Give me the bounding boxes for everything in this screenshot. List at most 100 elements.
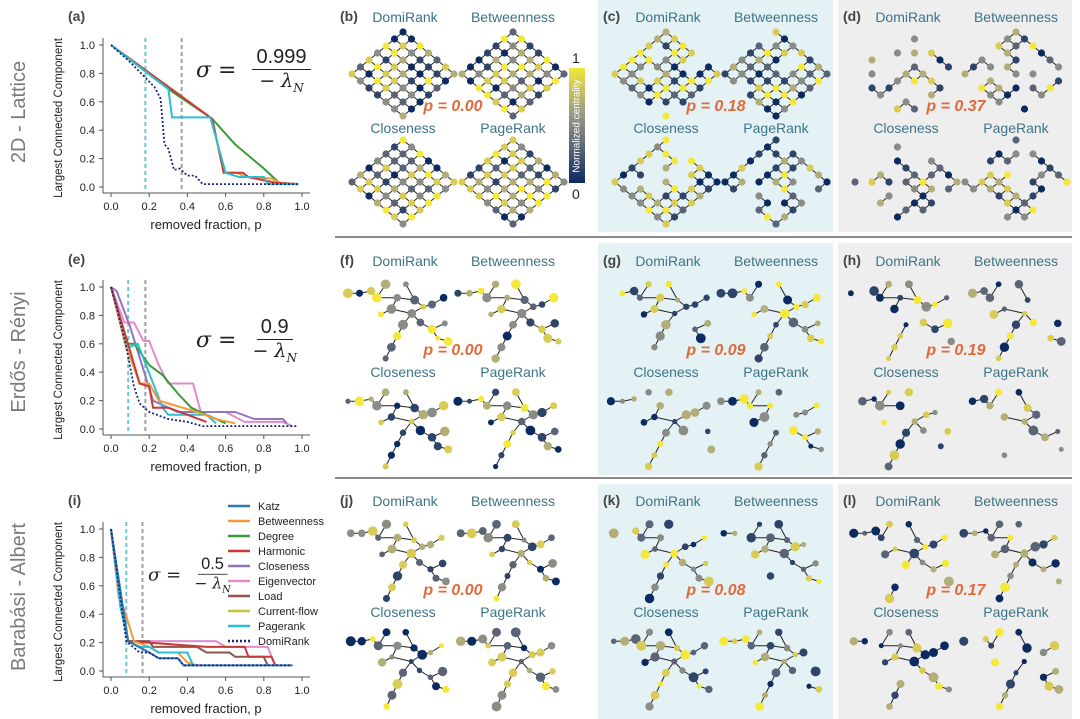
network-node	[640, 419, 648, 426]
network-node	[543, 333, 553, 343]
network-node	[780, 157, 789, 165]
network-node	[893, 105, 902, 113]
network-node	[477, 287, 485, 295]
panel-letter-i: (i)	[68, 492, 82, 508]
network-node	[767, 402, 774, 409]
network-node	[482, 401, 491, 410]
network-node	[871, 396, 877, 402]
network-node	[497, 583, 507, 592]
network-node	[800, 566, 807, 572]
network-node	[801, 409, 809, 416]
network-node	[407, 157, 416, 165]
network-node	[763, 63, 772, 71]
legend-label: Degree	[258, 531, 294, 543]
network-node	[679, 192, 687, 200]
network-node	[441, 320, 448, 327]
network-node	[910, 171, 919, 179]
network-node	[789, 192, 797, 200]
network-node	[760, 652, 770, 662]
network-node	[808, 443, 814, 449]
network-node	[517, 417, 526, 426]
network-node	[645, 42, 653, 50]
network-node	[1046, 164, 1054, 172]
network-node	[373, 199, 382, 207]
network-node	[662, 136, 670, 144]
network-node	[670, 213, 679, 221]
network-node	[1003, 213, 1012, 221]
network-node	[813, 402, 820, 409]
network-node	[797, 157, 806, 165]
network-node	[772, 112, 780, 120]
network-node	[1000, 413, 1009, 421]
network-node	[702, 668, 709, 675]
sigma-subscript: N	[286, 350, 297, 365]
network-graph-domirank	[342, 279, 453, 362]
network-node	[1056, 336, 1066, 346]
network-node	[521, 537, 527, 543]
network-node	[611, 178, 619, 186]
network-node	[967, 288, 978, 298]
network-node	[509, 320, 517, 329]
network-node	[645, 98, 653, 106]
network-node	[509, 28, 517, 36]
x-tick-label: 1.0	[294, 201, 309, 213]
network-node	[783, 644, 791, 652]
network-node	[399, 70, 407, 78]
x-tick-label: 0.6	[218, 685, 233, 697]
network-node	[738, 178, 746, 186]
network-node	[550, 319, 560, 328]
network-node	[439, 293, 448, 302]
network-node	[932, 409, 938, 416]
network-node	[901, 560, 911, 570]
network-node	[406, 548, 417, 559]
network-node	[763, 49, 772, 57]
network-node	[368, 396, 374, 402]
network-node	[716, 288, 726, 298]
network-node	[418, 409, 429, 420]
network-node	[500, 77, 509, 85]
panel-letter-e: (e)	[68, 251, 86, 267]
network-node	[876, 91, 885, 99]
network-node	[511, 279, 521, 290]
network-node	[383, 703, 390, 710]
panel-letter-a: (a)	[68, 8, 86, 24]
network-node	[815, 686, 823, 693]
network-node	[978, 84, 986, 92]
network-graph-domirank	[608, 519, 714, 604]
network-node	[528, 651, 536, 659]
network-node	[1063, 178, 1071, 186]
network-node	[851, 178, 859, 186]
network-node	[483, 171, 492, 179]
network-node	[382, 206, 390, 214]
network-node	[849, 637, 858, 646]
network-node	[1041, 433, 1049, 442]
network-node	[978, 178, 986, 186]
network-node	[985, 293, 995, 303]
network-node	[653, 213, 662, 221]
network-node	[497, 304, 506, 314]
legend-label: Betweenness	[258, 516, 325, 528]
network-node	[729, 185, 738, 193]
network-node	[608, 528, 619, 539]
network-node	[947, 337, 955, 346]
network-node	[356, 185, 365, 193]
network-label-pagerank: PageRank	[743, 120, 809, 136]
network-node	[526, 192, 534, 200]
network-node	[492, 627, 501, 637]
network-node	[520, 644, 528, 652]
series-domirank	[110, 286, 297, 428]
sigma-symbol: σ =	[196, 327, 237, 353]
network-node	[655, 331, 665, 341]
network-node	[554, 446, 562, 453]
network-node	[536, 565, 545, 573]
network-node	[510, 627, 521, 638]
network-node	[889, 450, 900, 461]
network-node	[780, 185, 789, 193]
network-node	[538, 325, 546, 334]
network-node	[372, 292, 382, 303]
network-node	[433, 84, 441, 92]
network-node	[941, 559, 950, 568]
network-node	[679, 42, 687, 50]
y-axis-label: Largest Connected Component	[53, 279, 65, 440]
network-node	[528, 410, 538, 420]
